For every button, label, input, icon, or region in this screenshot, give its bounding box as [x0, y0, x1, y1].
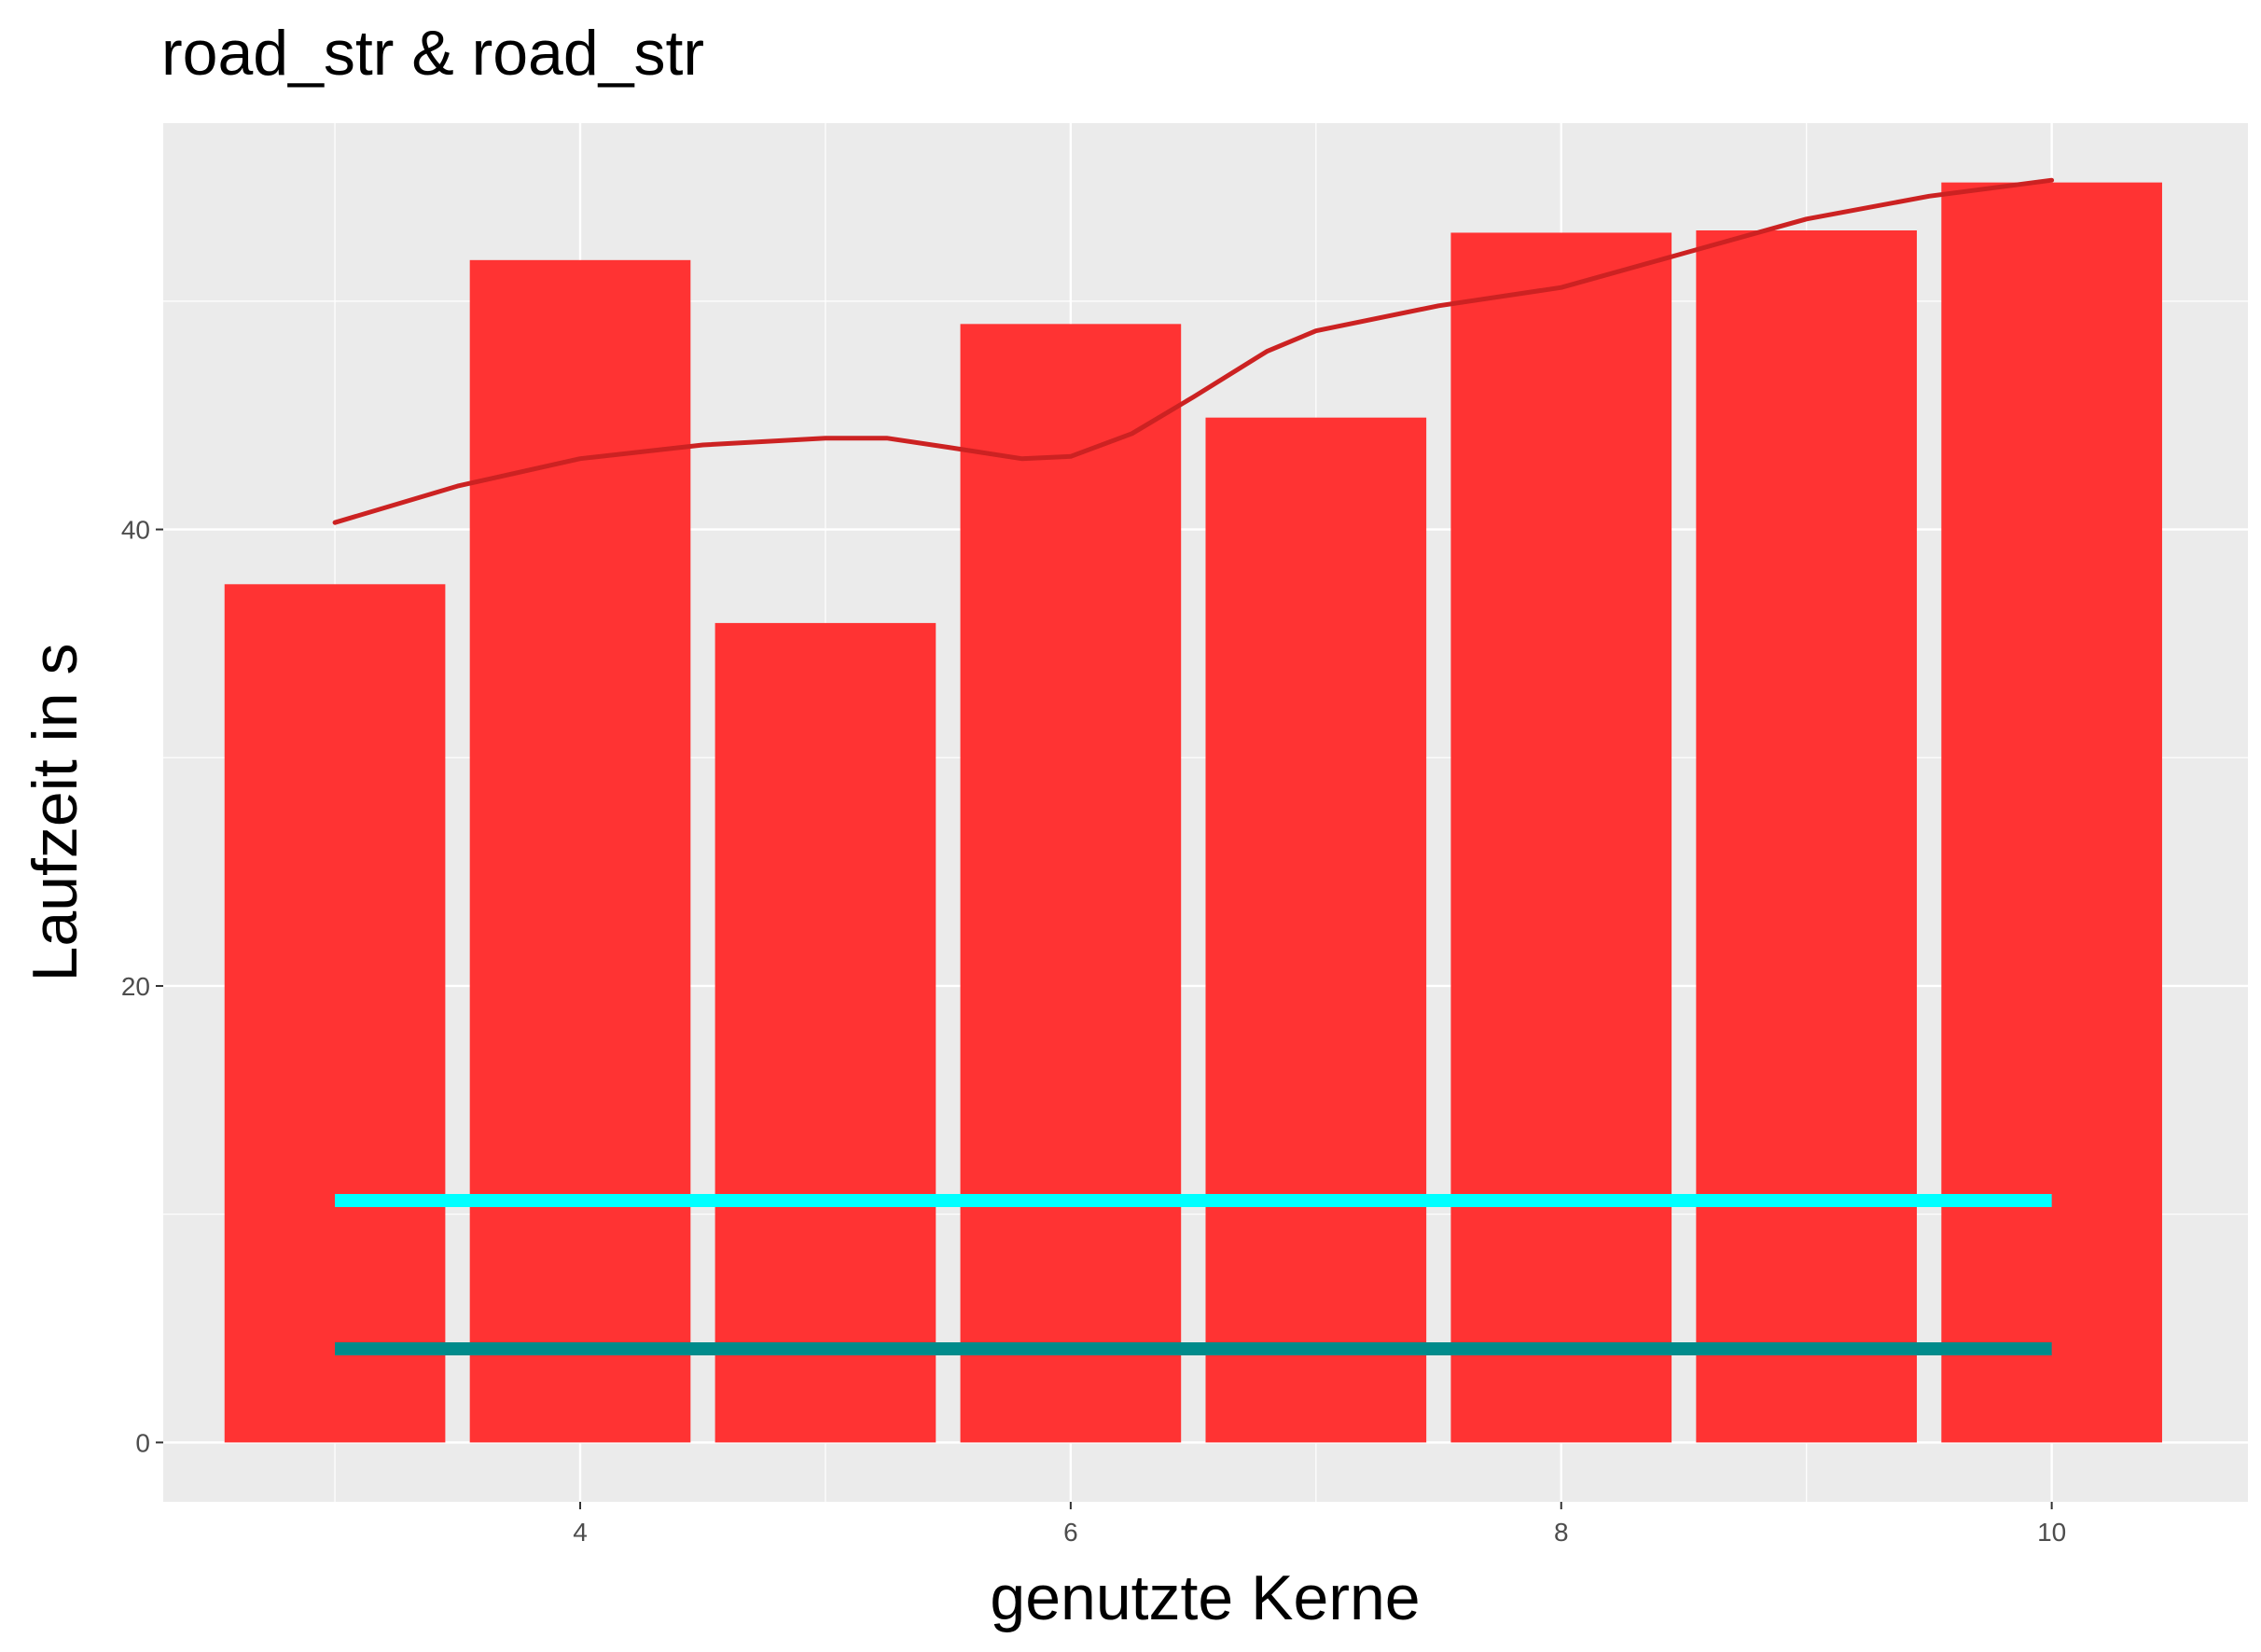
x-axis-label: genutzte Kerne [990, 1562, 1420, 1633]
y-tick-label: 0 [135, 1428, 150, 1457]
bar-3 [224, 584, 446, 1443]
bar-4 [469, 259, 691, 1443]
x-tick-label: 4 [573, 1518, 588, 1547]
y-tick-label: 20 [121, 972, 150, 1001]
smooth-line [332, 177, 2055, 525]
lines [332, 177, 2055, 1356]
bar-8 [1450, 232, 1672, 1443]
x-tick-label: 6 [1063, 1518, 1078, 1547]
y-tick-label: 40 [121, 516, 150, 545]
chart-title: road_str & road_str [161, 18, 704, 89]
bar-9 [1696, 230, 1918, 1443]
y-axis-label: Laufzeit in s [20, 644, 90, 982]
x-tick-label: 10 [2037, 1518, 2066, 1547]
bar-5 [714, 622, 936, 1443]
bars [224, 182, 2162, 1443]
ticks: 4 6 8 10 0 20 40 [121, 516, 2066, 1547]
bar-10 [1941, 182, 2162, 1443]
bar-7 [1205, 417, 1427, 1443]
bar-6 [960, 324, 1182, 1443]
x-tick-label: 8 [1554, 1518, 1569, 1547]
